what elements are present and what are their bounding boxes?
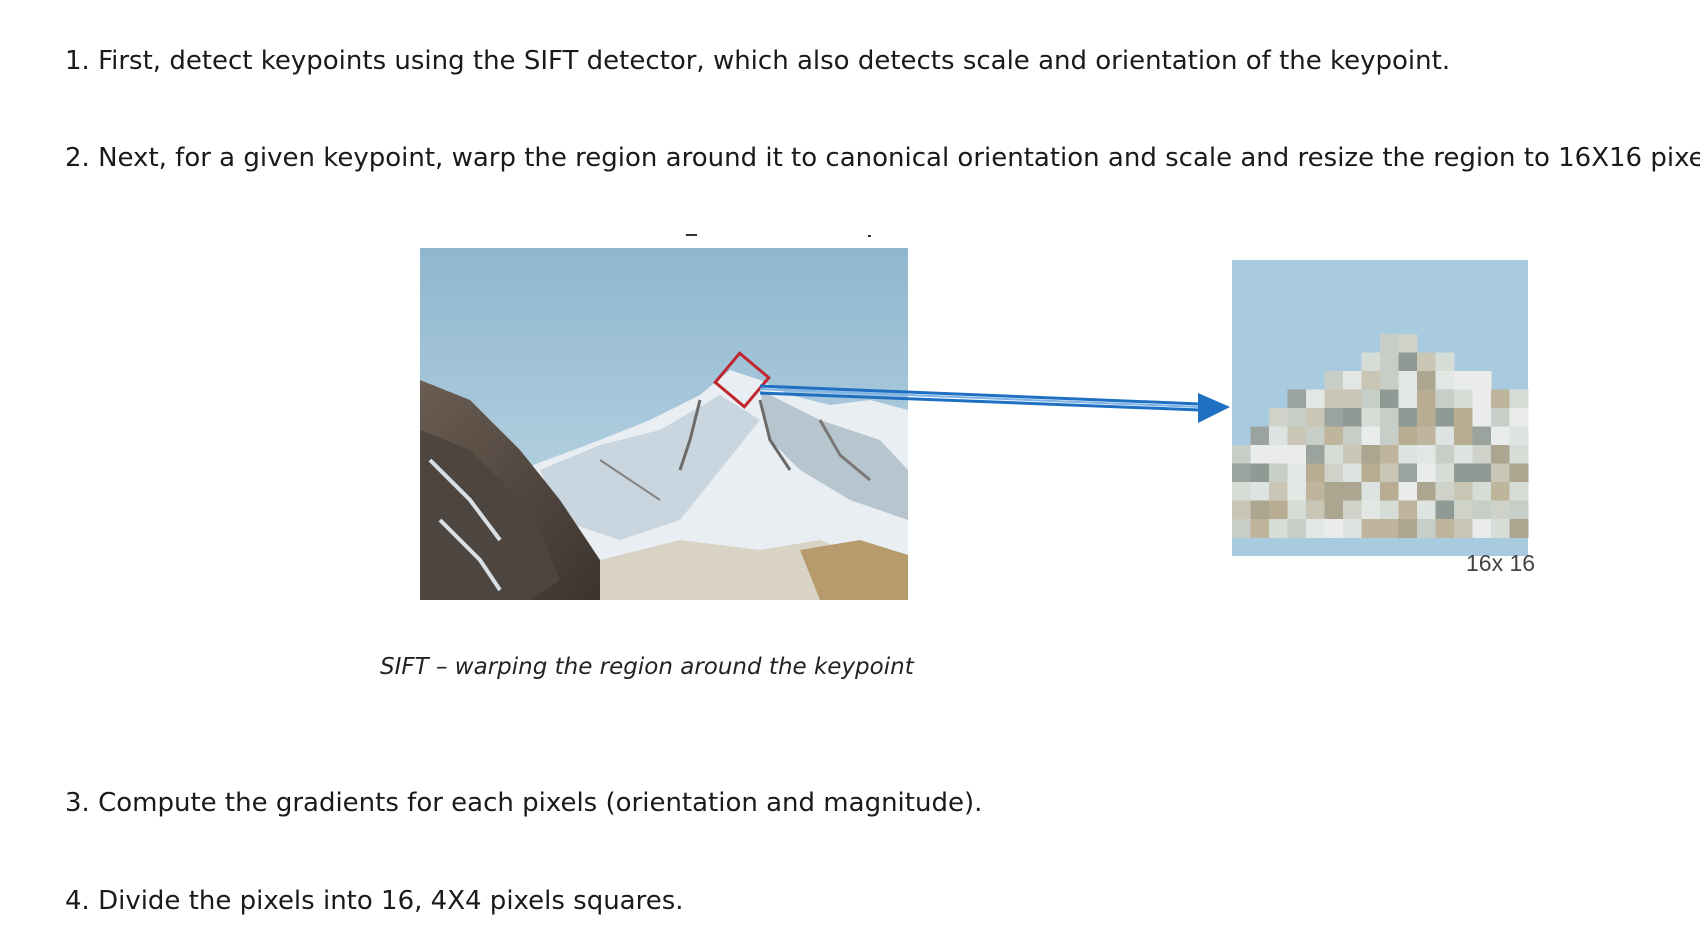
warp-arrow <box>759 384 1230 423</box>
mountain-photo <box>420 248 908 600</box>
sift-warp-figure <box>420 234 1529 600</box>
warped-patch-16x16 <box>1232 260 1529 556</box>
step-1-text: 1. First, detect keypoints using the SIF… <box>65 46 1451 76</box>
figure-caption: SIFT – warping the region around the key… <box>380 654 914 680</box>
step-3-text: 3. Compute the gradients for each pixels… <box>65 788 983 818</box>
step-4-text: 4. Divide the pixels into 16, 4X4 pixels… <box>65 886 684 916</box>
patch-size-label: 16x 16 <box>1466 550 1536 576</box>
step-2-text: 2. Next, for a given keypoint, warp the … <box>65 143 1700 173</box>
keypoint-region-box <box>713 351 771 409</box>
